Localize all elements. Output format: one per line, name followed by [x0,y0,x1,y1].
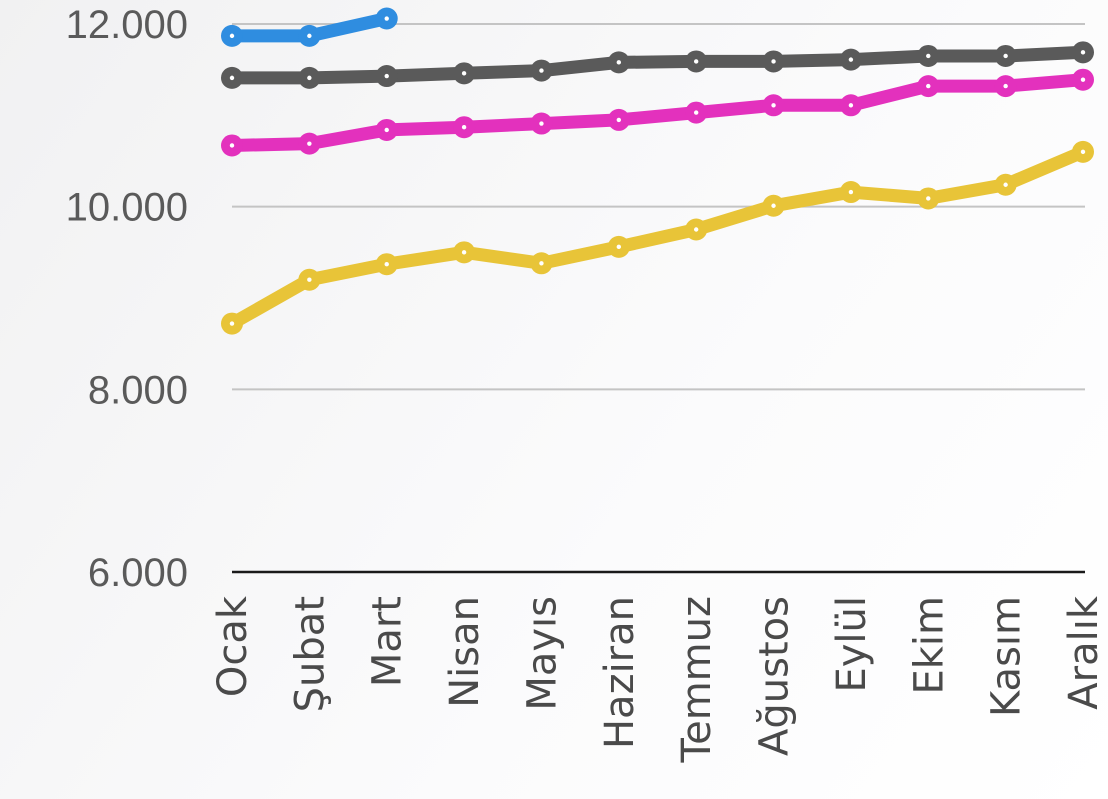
data-point-center [229,33,235,39]
data-point-center [384,127,389,133]
data-point-center [616,60,622,65]
data-point-center [384,16,389,21]
data-point-center [771,103,776,108]
series-1 [221,7,398,47]
y-tick-label: 6.000 [88,551,188,595]
data-point-center [1003,83,1008,89]
data-point-center [848,189,854,195]
x-tick-label: Ağustos [752,596,798,756]
x-tick-label: Kasım [984,596,1030,717]
data-point-center [1080,77,1086,82]
x-tick-label: Temmuz [674,596,720,764]
data-point-center [461,71,467,76]
x-tick-label: Şubat [287,596,333,712]
grid-layer [232,23,1085,574]
data-point-center [926,83,931,89]
x-tick-label: Aralık [1061,595,1107,710]
x-tick-label: Mart [365,596,411,687]
data-point-center [539,121,544,126]
data-point-center [616,117,622,123]
data-point-center [461,125,467,130]
y-tick-label: 8.000 [88,368,188,412]
data-point-center [539,68,544,73]
data-point-center [307,141,312,146]
x-tick-label: Ocak [210,595,256,697]
x-tick-label: Haziran [597,596,643,749]
data-point-center [848,103,854,108]
data-point-center [307,33,312,39]
y-tick-label: 12.000 [66,3,188,47]
series-line [225,45,1090,85]
x-tick-label: Eylül [829,596,875,693]
x-axis-ticks: Ocak Şubat Mart Nisan Mayıs Haziran Temmuz Ağus… [210,595,1107,763]
data-point-center [693,59,699,64]
data-point-center [1003,53,1008,59]
series-3 [221,68,1094,157]
data-point-center [771,59,776,64]
x-tick-label: Nisan [442,596,488,708]
data-point-center [229,75,235,81]
series-line [225,145,1090,331]
x-tick-label: Ekim [906,596,952,695]
data-point-center [1003,182,1008,187]
y-axis-ticks: 6.000 8.000 10.000 12.000 [66,3,188,595]
data-point-center [1080,149,1086,155]
series-4 [221,140,1094,335]
data-point-center [229,321,235,326]
data-point-center [1080,50,1086,55]
series-2 [221,41,1094,89]
data-point-center [384,73,389,79]
data-point-center [229,143,235,148]
data-point-center [384,262,389,267]
series-line [225,73,1090,152]
data-point-center [307,75,312,81]
data-point-center [926,196,931,201]
data-point-center [616,244,622,250]
data-point-center [307,277,312,282]
data-point-center [461,250,467,255]
data-point-center [539,261,544,266]
x-tick-label: Mayıs [520,596,566,711]
y-tick-label: 10.000 [66,186,188,230]
data-point-center [693,110,699,115]
series-layer [221,7,1094,335]
data-point-center [926,53,931,59]
data-point-center [693,227,699,232]
data-point-center [848,57,854,62]
data-point-center [771,203,776,208]
